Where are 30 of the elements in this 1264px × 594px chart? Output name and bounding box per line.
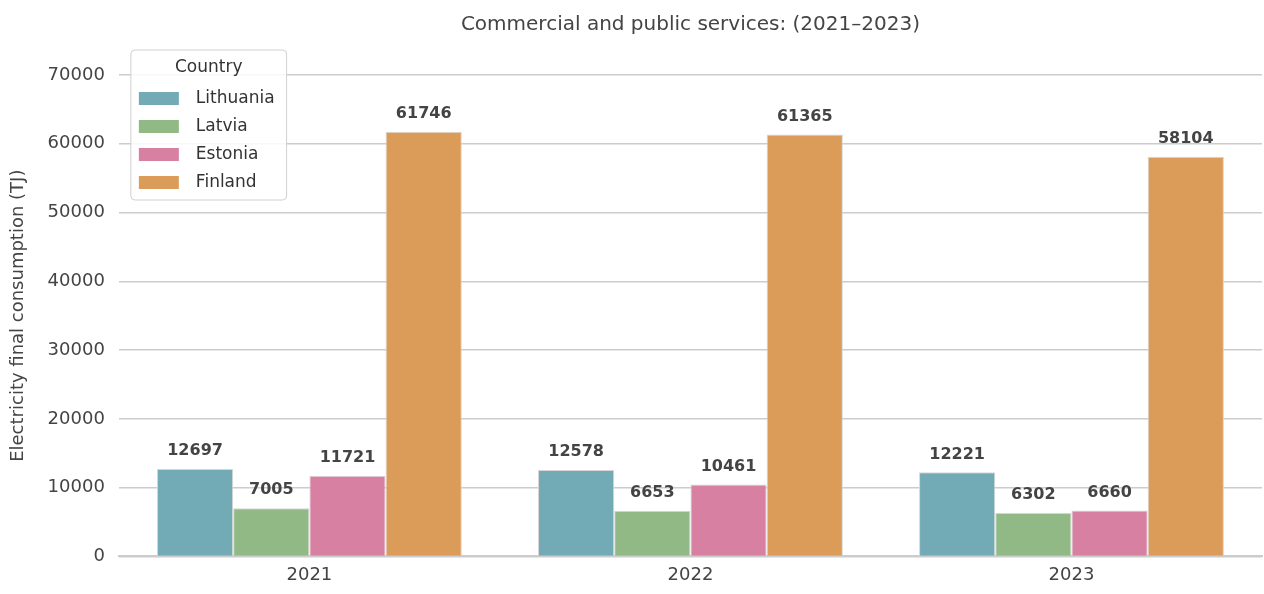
legend-label: Latvia <box>195 115 248 136</box>
y-tick-label: 40000 <box>47 268 105 290</box>
y-tick-label: 0 <box>93 544 105 566</box>
data-label: 6653 <box>630 481 675 501</box>
x-tick-label: 2022 <box>667 562 714 584</box>
x-tick-label: 2021 <box>286 562 333 584</box>
legend-label: Finland <box>195 171 257 192</box>
y-tick-label: 20000 <box>47 406 105 428</box>
data-label: 58104 <box>1157 127 1214 147</box>
y-tick-label: 70000 <box>47 62 105 84</box>
legend-label: Estonia <box>195 143 259 164</box>
data-label: 61746 <box>395 102 452 122</box>
y-tick-label: 50000 <box>47 200 105 222</box>
chart-title: Commercial and public services: (2021–2023) <box>460 11 920 36</box>
data-label: 6660 <box>1087 481 1132 501</box>
y-axis-title: Electricity final consumption (TJ) <box>6 169 28 462</box>
legend-title: Country <box>174 56 243 77</box>
data-label: 10461 <box>700 455 757 475</box>
y-tick-label: 60000 <box>47 131 105 153</box>
data-label: 12221 <box>929 443 985 463</box>
data-label: 12578 <box>548 441 604 461</box>
x-tick-label: 2023 <box>1048 562 1095 584</box>
y-tick-label: 10000 <box>47 475 105 497</box>
data-label: 61365 <box>776 105 833 125</box>
data-label: 7005 <box>249 479 294 499</box>
y-tick-label: 30000 <box>47 337 105 359</box>
legend-label: Lithuania <box>195 87 275 108</box>
data-label: 11721 <box>319 446 376 466</box>
data-label: 12697 <box>167 440 223 460</box>
data-label: 6302 <box>1011 484 1056 504</box>
